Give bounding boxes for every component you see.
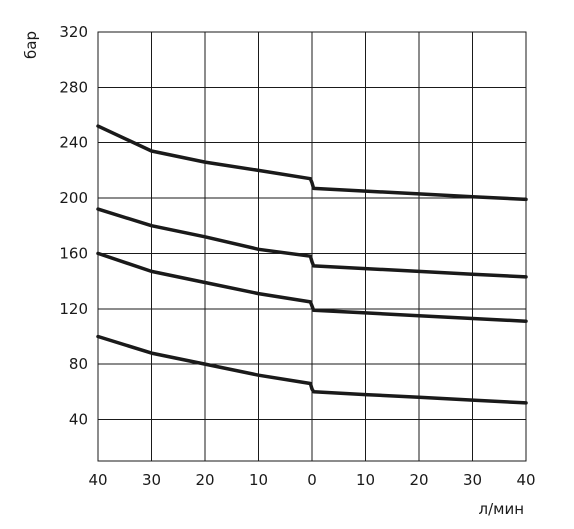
x-tick-label: 40: [88, 471, 107, 489]
y-tick-label: 200: [59, 189, 88, 207]
x-tick-labels: 40 30 20 10 0 10 20 30 40: [88, 471, 535, 489]
y-tick-label: 280: [59, 78, 88, 96]
x-axis-label: л/мин: [478, 500, 524, 518]
series-group: [96, 124, 528, 405]
y-tick-label: 320: [59, 23, 88, 41]
x-tick-label: 20: [195, 471, 214, 489]
plot-frame: [97, 31, 527, 462]
x-tick-label: 40: [516, 471, 535, 489]
series-line-4: [96, 334, 528, 405]
y-tick-labels: 40 80 120 160 200 240 280 320: [59, 23, 88, 428]
series-line-2: [96, 207, 528, 279]
y-tick-label: 40: [69, 410, 88, 428]
x-tick-label: 20: [409, 471, 428, 489]
grid: [98, 31, 526, 461]
series-line-1: [96, 124, 528, 202]
x-tick-label: 30: [142, 471, 161, 489]
y-tick-label: 160: [59, 244, 88, 262]
series-line-3: [96, 251, 528, 323]
x-tick-label: 10: [249, 471, 268, 489]
x-tick-label: 10: [356, 471, 375, 489]
y-tick-label: 120: [59, 300, 88, 318]
y-tick-label: 80: [69, 355, 88, 373]
y-axis-label: бар: [22, 31, 40, 59]
x-tick-label: 0: [307, 471, 317, 489]
x-tick-label: 30: [463, 471, 482, 489]
y-tick-label: 240: [59, 134, 88, 152]
